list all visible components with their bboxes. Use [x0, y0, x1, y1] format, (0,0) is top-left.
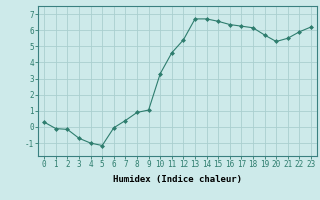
X-axis label: Humidex (Indice chaleur): Humidex (Indice chaleur)	[113, 175, 242, 184]
